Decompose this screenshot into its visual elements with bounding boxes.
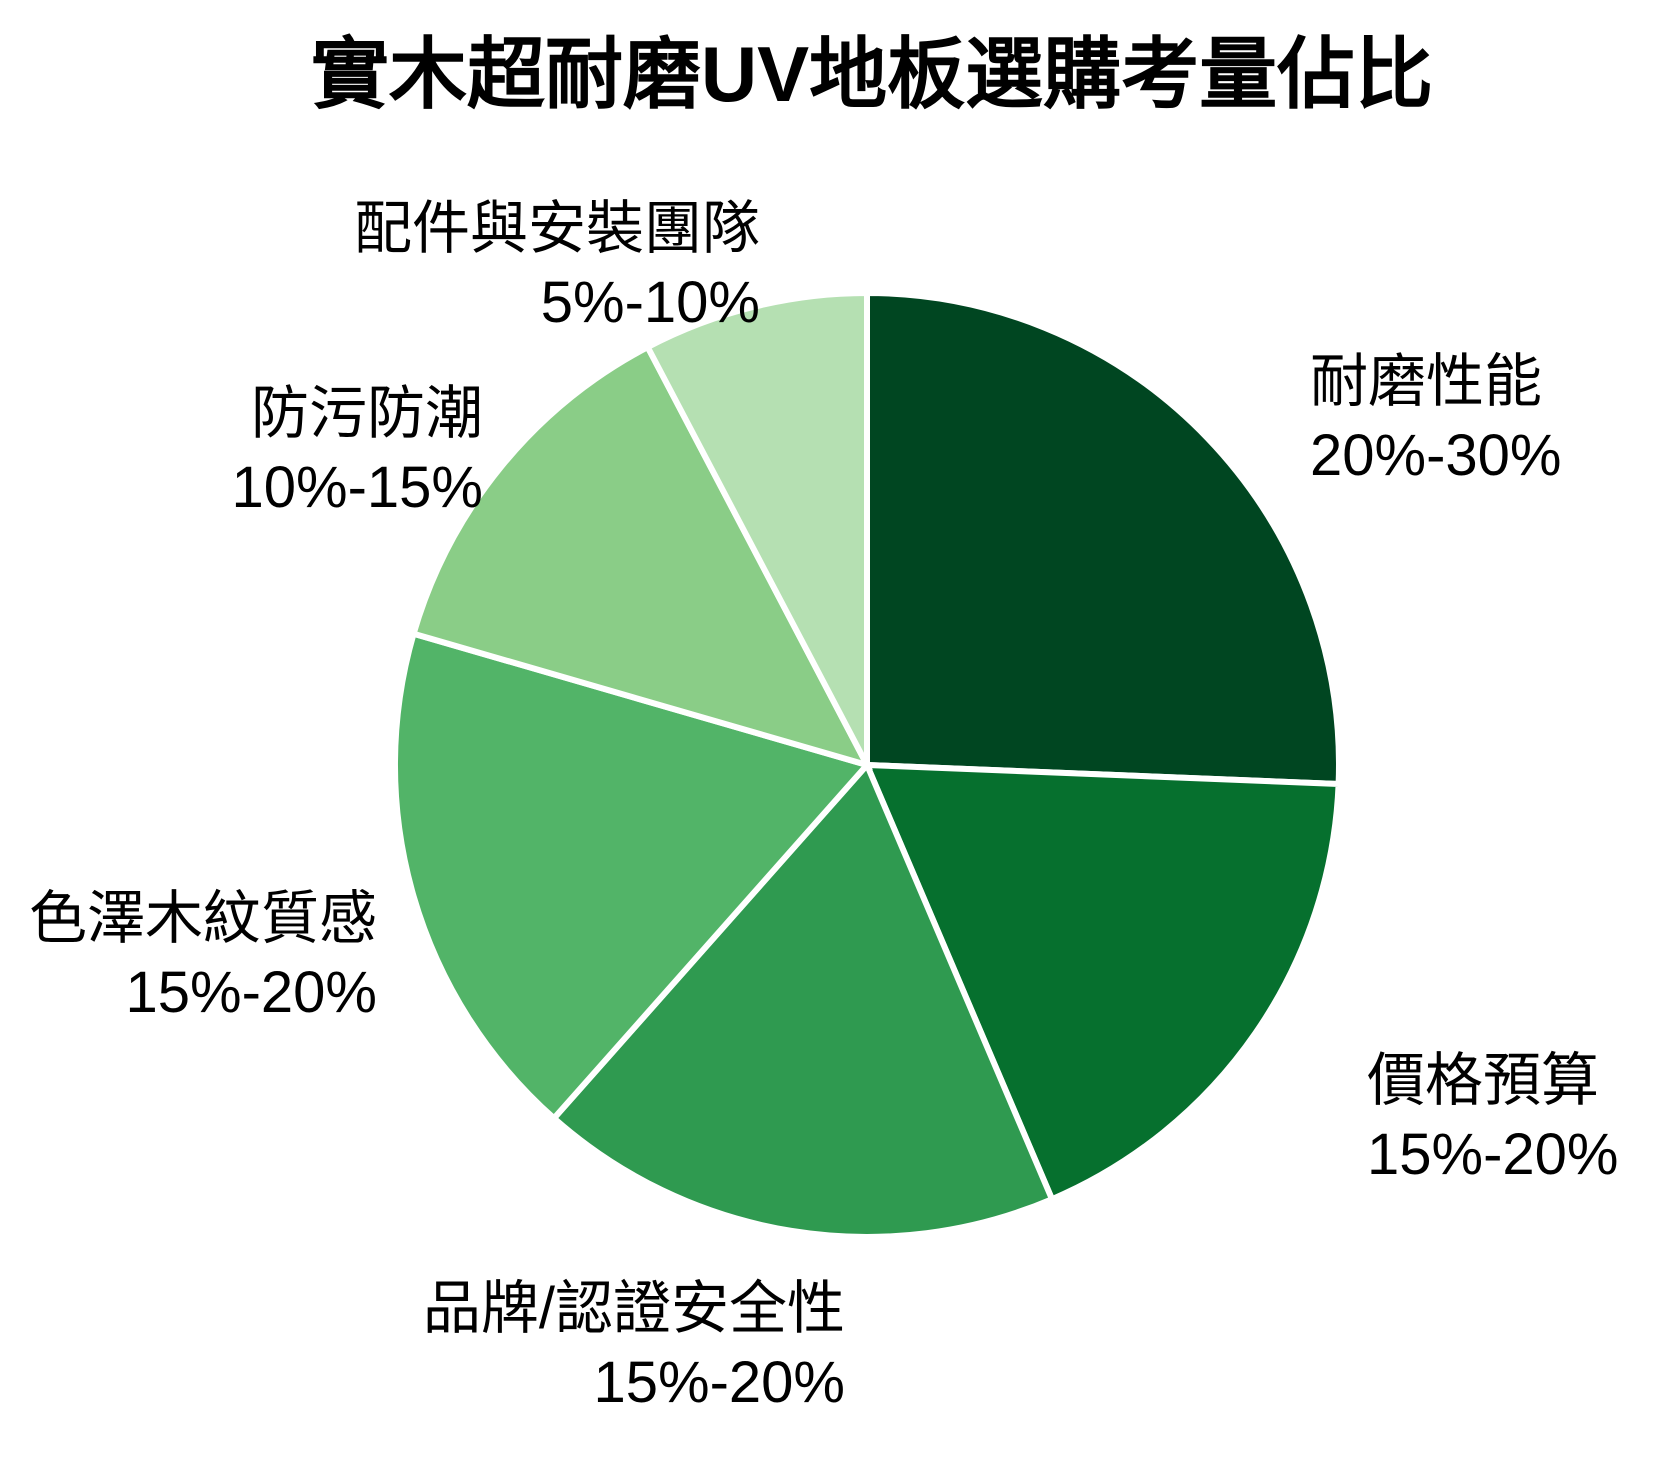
label-accessories-installation-team-range: 5%-10% [540, 270, 760, 335]
label-brand-certification-safety-range: 15%-20% [593, 1350, 845, 1415]
pie-slice-durability-performance [864, 289, 1342, 788]
pie-slice-color-grain-texture [392, 629, 873, 1123]
label-price-budget-name: 價格預算 [1367, 1048, 1600, 1113]
label-price-budget-range: 15%-20% [1367, 1122, 1619, 1187]
label-brand-certification-safety-name: 品牌/認證安全性 [422, 1276, 845, 1341]
label-accessories-installation-team: 配件與安裝團隊 5%-10% [354, 192, 760, 340]
label-color-grain-texture-name: 色澤木紋質感 [28, 886, 377, 951]
label-stain-moisture-resistance-range: 10%-15% [231, 455, 483, 520]
pie-slice-brand-certification-safety [549, 759, 1056, 1240]
label-color-grain-texture: 色澤木紋質感 15%-20% [29, 882, 377, 1030]
label-stain-moisture-resistance: 防污防潮 10%-15% [232, 377, 483, 525]
label-brand-certification-safety: 品牌/認證安全性 15%-20% [423, 1272, 845, 1420]
label-durability-performance-range: 20%-30% [1310, 423, 1562, 488]
label-durability-performance-name: 耐磨性能 [1310, 349, 1543, 414]
pie-slice-stain-moisture-resistance [409, 343, 873, 770]
pie-slice-price-budget [862, 761, 1342, 1204]
chart-title: 實木超耐磨UV地板選購考量佔比 [310, 30, 1434, 118]
label-price-budget: 價格預算 15%-20% [1367, 1044, 1618, 1192]
label-accessories-installation-team-name: 配件與安裝團隊 [353, 196, 760, 261]
label-stain-moisture-resistance-name: 防污防潮 [250, 381, 483, 446]
label-color-grain-texture-range: 15%-20% [125, 960, 377, 1025]
pie-slice-accessories-installation-team [643, 289, 870, 767]
label-durability-performance: 耐磨性能 20%-30% [1310, 345, 1561, 493]
